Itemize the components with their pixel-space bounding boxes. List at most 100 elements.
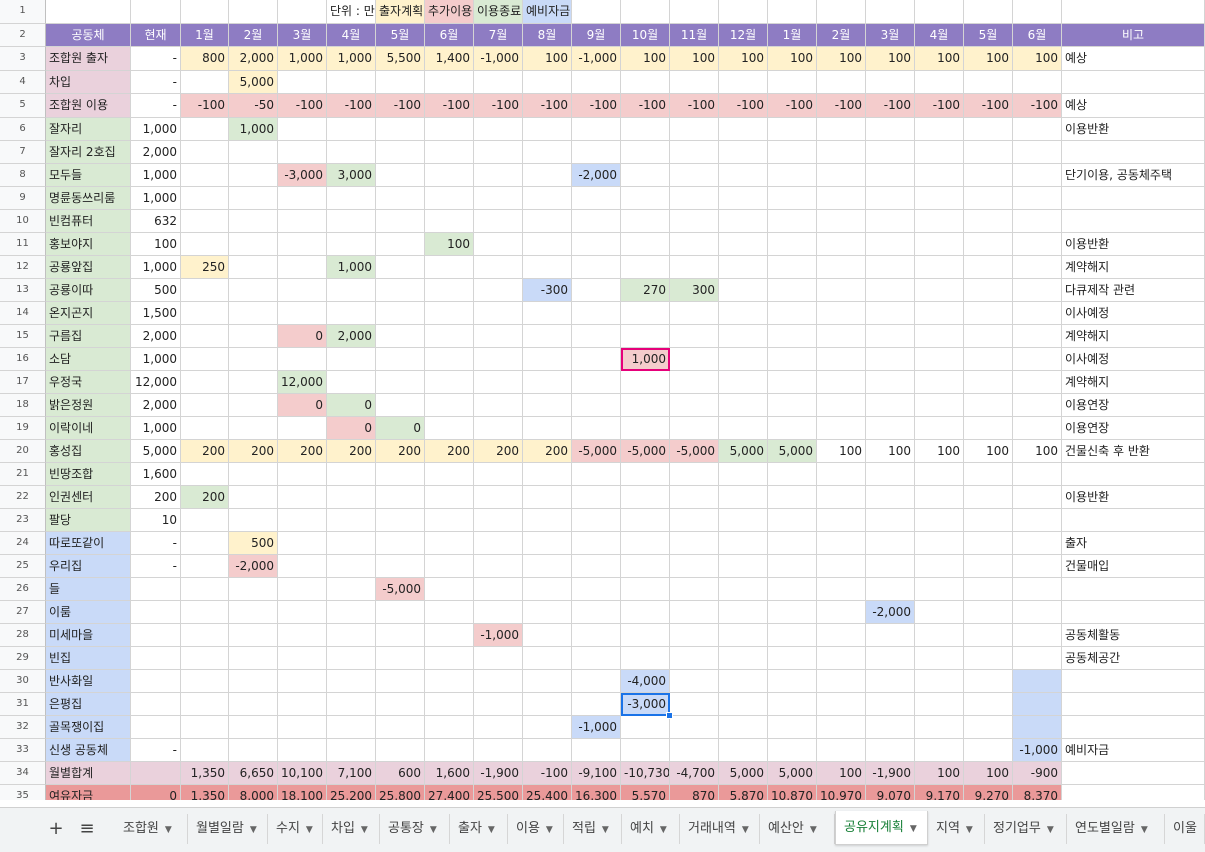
value-cell[interactable]: - <box>131 532 181 555</box>
value-cell[interactable] <box>181 670 229 693</box>
value-cell[interactable] <box>719 509 768 532</box>
value-cell[interactable]: 0 <box>278 394 327 417</box>
value-cell[interactable] <box>621 739 670 762</box>
value-cell[interactable] <box>474 716 523 739</box>
value-cell[interactable] <box>131 601 181 624</box>
value-cell[interactable] <box>229 233 278 256</box>
legend-empty-cell[interactable] <box>1013 0 1062 24</box>
value-cell[interactable] <box>376 739 425 762</box>
value-cell[interactable] <box>964 394 1013 417</box>
value-cell[interactable] <box>523 716 572 739</box>
value-cell[interactable] <box>327 624 376 647</box>
value-cell[interactable] <box>425 256 474 279</box>
value-cell[interactable] <box>817 555 866 578</box>
value-cell[interactable] <box>1013 532 1062 555</box>
value-cell[interactable] <box>719 578 768 601</box>
note-cell[interactable]: 계약해지 <box>1062 371 1205 394</box>
value-cell[interactable] <box>523 164 572 187</box>
value-cell[interactable]: 10,870 <box>768 785 817 800</box>
value-cell[interactable]: 1,000 <box>131 417 181 440</box>
value-cell[interactable] <box>817 624 866 647</box>
value-cell[interactable] <box>376 693 425 716</box>
note-cell[interactable]: 이용반환 <box>1062 233 1205 256</box>
value-cell[interactable] <box>572 647 621 670</box>
value-cell[interactable] <box>719 693 768 716</box>
value-cell[interactable] <box>425 463 474 486</box>
value-cell[interactable]: 632 <box>131 210 181 233</box>
value-cell[interactable]: - <box>131 47 181 71</box>
value-cell[interactable] <box>376 624 425 647</box>
value-cell[interactable] <box>817 141 866 164</box>
value-cell[interactable] <box>278 187 327 210</box>
note-cell[interactable] <box>1062 693 1205 716</box>
value-cell[interactable] <box>181 417 229 440</box>
value-cell[interactable]: 500 <box>229 532 278 555</box>
value-cell[interactable]: 10 <box>131 509 181 532</box>
value-cell[interactable] <box>964 578 1013 601</box>
value-cell[interactable] <box>327 532 376 555</box>
value-cell[interactable] <box>719 532 768 555</box>
value-cell[interactable] <box>523 371 572 394</box>
value-cell[interactable] <box>621 555 670 578</box>
value-cell[interactable]: -5,000 <box>670 440 719 463</box>
value-cell[interactable] <box>523 555 572 578</box>
value-cell[interactable] <box>768 601 817 624</box>
value-cell[interactable]: 100 <box>425 233 474 256</box>
value-cell[interactable] <box>621 624 670 647</box>
value-cell[interactable]: 5,000 <box>719 762 768 785</box>
value-cell[interactable] <box>866 647 915 670</box>
value-cell[interactable]: 1,350 <box>181 785 229 800</box>
value-cell[interactable] <box>523 348 572 371</box>
value-cell[interactable] <box>572 279 621 302</box>
value-cell[interactable] <box>817 71 866 94</box>
value-cell[interactable] <box>866 394 915 417</box>
chevron-down-icon[interactable]: ▼ <box>487 825 495 835</box>
value-cell[interactable]: 1,000 <box>229 118 278 141</box>
value-cell[interactable] <box>229 417 278 440</box>
value-cell[interactable] <box>964 647 1013 670</box>
value-cell[interactable] <box>719 624 768 647</box>
value-cell[interactable] <box>278 555 327 578</box>
note-cell[interactable] <box>1062 785 1205 800</box>
value-cell[interactable] <box>229 578 278 601</box>
value-cell[interactable] <box>670 233 719 256</box>
value-cell[interactable] <box>817 348 866 371</box>
sheet-tab[interactable]: 예산안 ▼ <box>760 814 835 844</box>
value-cell[interactable] <box>964 302 1013 325</box>
legend-empty-cell[interactable] <box>964 0 1013 24</box>
value-cell[interactable] <box>670 348 719 371</box>
value-cell[interactable] <box>866 532 915 555</box>
value-cell[interactable]: -2,000 <box>866 601 915 624</box>
value-cell[interactable] <box>915 348 964 371</box>
value-cell[interactable] <box>670 371 719 394</box>
sheet-tab[interactable]: 거래내역 ▼ <box>680 814 760 844</box>
value-cell[interactable]: 10,970 <box>817 785 866 800</box>
row-label-cell[interactable]: 명륜동쓰리룸 <box>46 187 131 210</box>
value-cell[interactable] <box>572 486 621 509</box>
value-cell[interactable] <box>327 279 376 302</box>
value-cell[interactable] <box>376 118 425 141</box>
value-cell[interactable] <box>425 693 474 716</box>
value-cell[interactable] <box>229 394 278 417</box>
value-cell[interactable]: -300 <box>523 279 572 302</box>
value-cell[interactable] <box>817 670 866 693</box>
value-cell[interactable]: 200 <box>131 486 181 509</box>
value-cell[interactable] <box>181 118 229 141</box>
value-cell[interactable] <box>376 348 425 371</box>
legend-empty-cell[interactable] <box>866 0 915 24</box>
value-cell[interactable]: 500 <box>131 279 181 302</box>
value-cell[interactable] <box>1013 509 1062 532</box>
value-cell[interactable] <box>817 486 866 509</box>
value-cell[interactable] <box>817 601 866 624</box>
value-cell[interactable] <box>915 417 964 440</box>
value-cell[interactable]: 270 <box>621 279 670 302</box>
value-cell[interactable]: 7,100 <box>327 762 376 785</box>
column-header[interactable]: 4월 <box>327 24 376 47</box>
value-cell[interactable]: 16,300 <box>572 785 621 800</box>
value-cell[interactable] <box>768 578 817 601</box>
value-cell[interactable] <box>181 509 229 532</box>
value-cell[interactable] <box>327 509 376 532</box>
chevron-down-icon[interactable]: ▼ <box>360 825 368 835</box>
value-cell[interactable] <box>964 486 1013 509</box>
value-cell[interactable] <box>866 463 915 486</box>
